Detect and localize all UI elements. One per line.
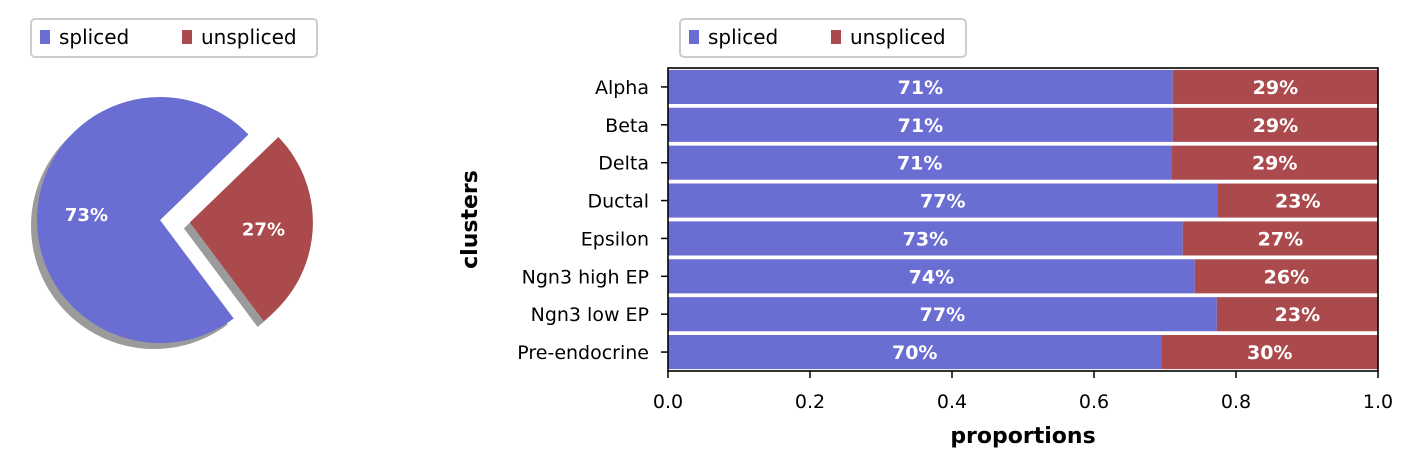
y-tick-label: Pre-endocrine	[517, 342, 649, 364]
plot-frame	[667, 67, 1379, 372]
bar-value-label: 71%	[897, 153, 942, 175]
bar-unspliced	[1161, 335, 1378, 370]
bar-value-label: 74%	[909, 266, 954, 288]
bar-unspliced	[1171, 145, 1378, 180]
bar-value-label: 71%	[898, 115, 943, 137]
pie-legend-entry: unspliced	[201, 25, 297, 49]
bar-spliced	[668, 221, 1183, 256]
x-tick-label: 0.6	[1079, 391, 1109, 413]
bar-legend-swatch	[689, 30, 699, 44]
pie-value-label: 73%	[65, 205, 108, 226]
bar-value-label: 26%	[1264, 266, 1309, 288]
bar-legend: spliced unspliced	[679, 18, 967, 58]
stacked-bar-chart: 71% 29% Alpha 71% 29% Beta 71% 29% Delta 77% 23% Du…	[458, 67, 1393, 449]
x-tick-label: 0.2	[795, 391, 825, 413]
bar-spliced	[668, 335, 1162, 370]
bar-unspliced	[1216, 297, 1378, 332]
y-tick-label: Ngn3 low EP	[531, 304, 649, 326]
bar-value-label: 27%	[1258, 228, 1303, 250]
bar-value-label: 77%	[920, 304, 965, 326]
bar-value-label: 71%	[898, 77, 943, 99]
pie-legend-frame	[30, 18, 318, 58]
bar-legend-frame	[679, 18, 967, 58]
bar-spliced	[668, 259, 1195, 294]
y-tick-label: Delta	[598, 153, 649, 175]
pie-slice-unspliced	[189, 136, 313, 321]
pie-legend-swatch	[40, 30, 50, 44]
bar-value-label: 29%	[1253, 115, 1298, 137]
y-tick-label: Beta	[605, 115, 649, 137]
y-tick-label: Alpha	[595, 77, 649, 99]
bar-value-label: 30%	[1247, 342, 1292, 364]
y-tick-label: Ngn3 high EP	[522, 266, 649, 288]
bar-legend-swatch	[831, 30, 841, 44]
pie-legend-entry: spliced	[59, 25, 129, 49]
bar-value-label: 70%	[892, 342, 937, 364]
bar-unspliced	[1172, 69, 1378, 104]
bar-spliced	[668, 145, 1172, 180]
x-tick-label: 0.8	[1221, 391, 1251, 413]
pie-value-label: 27%	[242, 219, 285, 240]
bar-value-label: 29%	[1252, 153, 1297, 175]
bar-unspliced	[1194, 259, 1378, 294]
bar-legend-entry: unspliced	[850, 25, 946, 49]
pie-legend-swatch	[182, 30, 192, 44]
bar-unspliced	[1182, 221, 1378, 256]
pie-slice-spliced	[37, 96, 249, 343]
x-axis-label: proportions	[950, 424, 1095, 449]
bar-value-label: 73%	[903, 228, 948, 250]
pie-legend: spliced unspliced	[30, 18, 318, 58]
x-tick-label: 1.0	[1363, 391, 1393, 413]
y-tick-label: Ductal	[588, 191, 650, 213]
bar-unspliced	[1172, 107, 1378, 142]
bar-value-label: 77%	[920, 191, 965, 213]
bar-value-label: 23%	[1275, 304, 1320, 326]
bar-value-label: 23%	[1275, 191, 1320, 213]
y-tick-label: Epsilon	[581, 228, 649, 250]
pie-chart: 73% 27%	[30, 96, 313, 349]
bar-spliced	[668, 183, 1218, 218]
bar-value-label: 29%	[1253, 77, 1298, 99]
bar-legend-entry: spliced	[708, 25, 778, 49]
bar-spliced	[668, 107, 1173, 142]
bar-unspliced	[1217, 183, 1378, 218]
y-axis-label: clusters	[458, 170, 483, 269]
x-tick-label: 0.0	[653, 391, 683, 413]
bar-spliced	[668, 297, 1217, 332]
bar-spliced	[668, 69, 1173, 104]
x-tick-label: 0.4	[937, 391, 967, 413]
